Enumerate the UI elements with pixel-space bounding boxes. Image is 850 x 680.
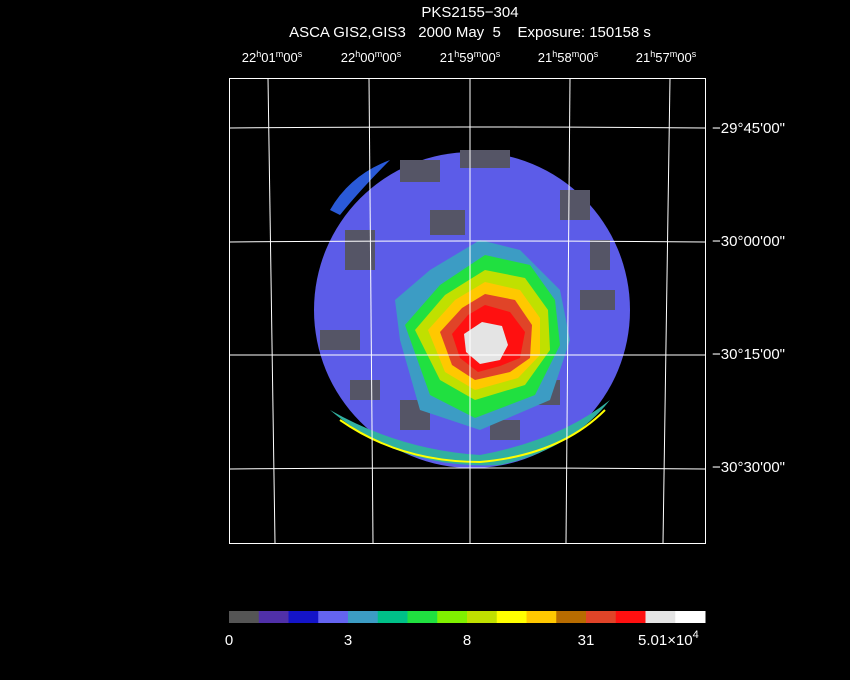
labels: 22h01m00s 22h00m00s 21h59m00s 21h58m00s 21h5… bbox=[225, 49, 785, 649]
colorbar-swatch bbox=[496, 611, 527, 623]
title: PKS2155−304 bbox=[421, 4, 518, 21]
exponent: 4 bbox=[693, 629, 699, 641]
colorbar-swatch bbox=[675, 611, 706, 623]
unit: h bbox=[355, 49, 360, 59]
unit: m bbox=[276, 49, 284, 59]
value: 00 bbox=[579, 50, 593, 65]
unit: s bbox=[692, 49, 697, 59]
grid-line bbox=[565, 77, 571, 544]
unit: h bbox=[256, 49, 261, 59]
value: 21 bbox=[440, 50, 454, 65]
colorbar-swatch bbox=[229, 611, 260, 623]
value: 21 bbox=[636, 50, 650, 65]
value: 57 bbox=[655, 50, 669, 65]
colorbar-swatch bbox=[586, 611, 617, 623]
colorbar-swatch bbox=[288, 611, 319, 623]
colorbar-swatch bbox=[437, 611, 468, 623]
grid-line bbox=[368, 77, 374, 544]
colorbar-label: 3 bbox=[344, 632, 352, 649]
value: 00 bbox=[677, 50, 691, 65]
ra-label: 21h59m00s bbox=[440, 49, 501, 65]
colorbar-swatch bbox=[467, 611, 498, 623]
value: 00 bbox=[382, 50, 396, 65]
grid-line bbox=[662, 77, 671, 544]
colorbar-label: 8 bbox=[463, 632, 471, 649]
colorbar-swatch bbox=[556, 611, 587, 623]
subtitle: ASCA GIS2,GIS3 2000 May 5 Exposure: 1501… bbox=[289, 24, 651, 41]
unit: s bbox=[594, 49, 599, 59]
edge bbox=[330, 160, 390, 215]
unit: h bbox=[650, 49, 655, 59]
value: 00 bbox=[481, 50, 495, 65]
grid-line bbox=[228, 126, 706, 129]
unit: h bbox=[552, 49, 557, 59]
value: 01 bbox=[261, 50, 275, 65]
colorbar-swatch bbox=[645, 611, 676, 623]
colorbar-swatch bbox=[318, 611, 349, 623]
colorbar-swatch bbox=[526, 611, 557, 623]
unit: m bbox=[670, 49, 678, 59]
grid-line bbox=[267, 77, 276, 544]
frame bbox=[229, 78, 706, 544]
dec-label: −30°30'00" bbox=[712, 459, 785, 476]
value: 22 bbox=[242, 50, 256, 65]
value: 58 bbox=[557, 50, 571, 65]
mantissa: 5.01×10 bbox=[638, 632, 693, 649]
colorbar-label: 0 bbox=[225, 632, 233, 649]
dec-label: −30°15'00" bbox=[712, 346, 785, 363]
unit: s bbox=[298, 49, 303, 59]
value: 59 bbox=[459, 50, 473, 65]
colorbar-swatch bbox=[258, 611, 289, 623]
core bbox=[464, 322, 508, 364]
detector-image bbox=[314, 150, 630, 468]
grid-line bbox=[228, 354, 706, 356]
unit: m bbox=[572, 49, 580, 59]
grid-line bbox=[228, 240, 706, 243]
unit: s bbox=[496, 49, 501, 59]
unit: h bbox=[454, 49, 459, 59]
dec-label: −29°45'00" bbox=[712, 120, 785, 137]
unit: s bbox=[397, 49, 402, 59]
grid-line bbox=[228, 467, 706, 470]
colorbar-label: 31 bbox=[578, 632, 595, 649]
value: 00 bbox=[360, 50, 374, 65]
edge bbox=[339, 409, 606, 464]
colorbar-swatch bbox=[377, 611, 408, 623]
dec-label: −30°00'00" bbox=[712, 233, 785, 250]
unit: m bbox=[375, 49, 383, 59]
colorbar-max-label: 5.01×104 bbox=[638, 629, 699, 649]
coordinate-grid bbox=[228, 77, 706, 544]
ra-label: 22h00m00s bbox=[341, 49, 402, 65]
value: 22 bbox=[341, 50, 355, 65]
value: 21 bbox=[538, 50, 552, 65]
value: 00 bbox=[283, 50, 297, 65]
ra-label: 22h01m00s bbox=[242, 49, 303, 65]
colorbar-swatch bbox=[407, 611, 438, 623]
ra-label: 21h58m00s bbox=[538, 49, 599, 65]
colorbar-swatch bbox=[348, 611, 379, 623]
colorbar-swatch bbox=[615, 611, 646, 623]
unit: m bbox=[474, 49, 482, 59]
ra-label: 21h57m00s bbox=[636, 49, 697, 65]
